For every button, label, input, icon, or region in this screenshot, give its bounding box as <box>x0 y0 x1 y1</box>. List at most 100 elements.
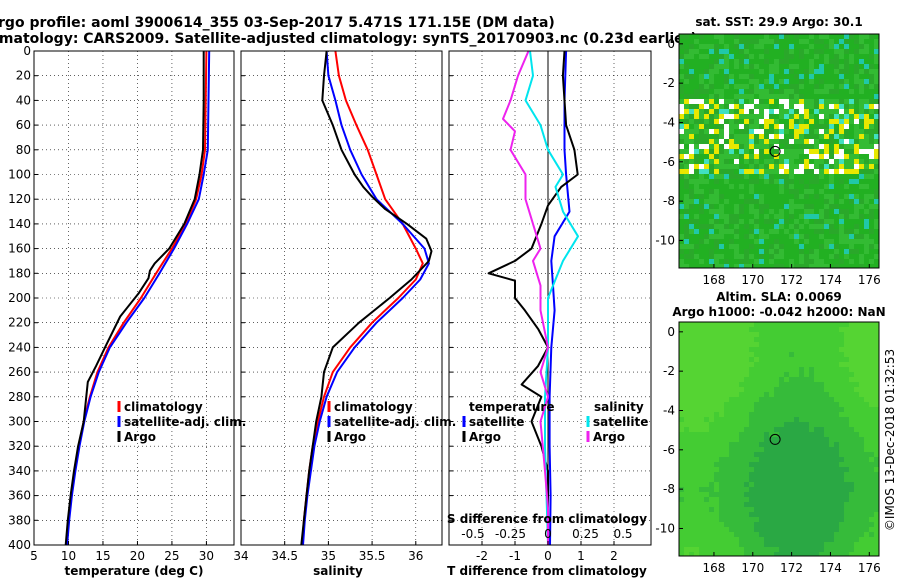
map-cell <box>749 512 754 517</box>
map-cell <box>729 99 734 104</box>
map-cell <box>864 397 869 402</box>
map-cell <box>704 64 709 69</box>
map-cell <box>784 74 789 79</box>
map-cell <box>689 224 694 229</box>
map-cell <box>729 542 734 547</box>
map-cell <box>839 209 844 214</box>
map-cell <box>769 462 774 467</box>
map-cell <box>724 114 729 119</box>
map-cell <box>714 179 719 184</box>
map-cell <box>689 387 694 392</box>
map-cell <box>839 99 844 104</box>
map-cell <box>829 34 834 39</box>
map-cell <box>824 377 829 382</box>
map-cell <box>814 342 819 347</box>
map-cell <box>794 367 799 372</box>
map-cell <box>739 229 744 234</box>
map-cell <box>859 332 864 337</box>
map-cell <box>874 552 879 556</box>
map-cell <box>794 179 799 184</box>
map-cell <box>844 367 849 372</box>
map-cell <box>689 392 694 397</box>
map-cell <box>819 99 824 104</box>
map-cell <box>844 94 849 99</box>
map-cell <box>704 229 709 234</box>
map-cell <box>719 209 724 214</box>
map-cell <box>854 362 859 367</box>
map-cell <box>824 427 829 432</box>
map-cell <box>794 209 799 214</box>
map-cell <box>874 417 879 422</box>
map-cell <box>799 169 804 174</box>
map-cell <box>824 512 829 517</box>
map-cell <box>804 129 809 134</box>
map-cell <box>699 39 704 44</box>
map-cell <box>819 552 824 556</box>
map-cell <box>759 69 764 74</box>
x-tick-label: 5 <box>30 549 38 563</box>
map-cell <box>809 462 814 467</box>
map-cell <box>769 259 774 264</box>
map-cell <box>819 372 824 377</box>
map-cell <box>754 254 759 259</box>
map-cell <box>754 512 759 517</box>
map-cell <box>739 59 744 64</box>
map-cell <box>799 224 804 229</box>
map-cell <box>869 234 874 239</box>
sla-map-subtitle: Argo h1000: -0.042 h2000: NaN <box>672 305 885 319</box>
map-cell <box>874 422 879 427</box>
map-cell <box>774 327 779 332</box>
map-cell <box>679 512 684 517</box>
map-cell <box>859 497 864 502</box>
map-cell <box>829 104 834 109</box>
map-cell <box>794 34 799 39</box>
map-cell <box>849 179 854 184</box>
map-cell <box>874 104 879 109</box>
map-cell <box>724 532 729 537</box>
map-cell <box>829 367 834 372</box>
map-cell <box>864 452 869 457</box>
map-cell <box>844 199 849 204</box>
map-cell <box>769 492 774 497</box>
map-cell <box>824 259 829 264</box>
map-cell <box>749 204 754 209</box>
map-cell <box>764 39 769 44</box>
map-cell <box>784 94 789 99</box>
map-cell <box>714 487 719 492</box>
map-cell <box>699 472 704 477</box>
map-cell <box>694 447 699 452</box>
map-cell <box>804 482 809 487</box>
map-x-tick-label: 174 <box>819 273 842 287</box>
map-cell <box>694 219 699 224</box>
map-cell <box>739 89 744 94</box>
map-cell <box>754 169 759 174</box>
map-cell <box>784 537 789 542</box>
map-cell <box>844 477 849 482</box>
map-cell <box>739 259 744 264</box>
map-cell <box>819 407 824 412</box>
map-cell <box>789 497 794 502</box>
map-cell <box>834 214 839 219</box>
map-cell <box>794 377 799 382</box>
map-cell <box>864 154 869 159</box>
map-cell <box>794 402 799 407</box>
map-cell <box>759 477 764 482</box>
map-cell <box>829 204 834 209</box>
map-cell <box>789 342 794 347</box>
map-cell <box>734 537 739 542</box>
map-cell <box>694 174 699 179</box>
map-cell <box>694 189 699 194</box>
map-cell <box>739 437 744 442</box>
map-cell <box>834 119 839 124</box>
map-cell <box>864 84 869 89</box>
map-cell <box>734 482 739 487</box>
map-cell <box>869 377 874 382</box>
map-cell <box>764 179 769 184</box>
map-cell <box>864 507 869 512</box>
map-cell <box>869 104 874 109</box>
map-cell <box>854 164 859 169</box>
map-cell <box>774 397 779 402</box>
map-cell <box>869 99 874 104</box>
map-cell <box>679 54 684 59</box>
map-cell <box>864 417 869 422</box>
